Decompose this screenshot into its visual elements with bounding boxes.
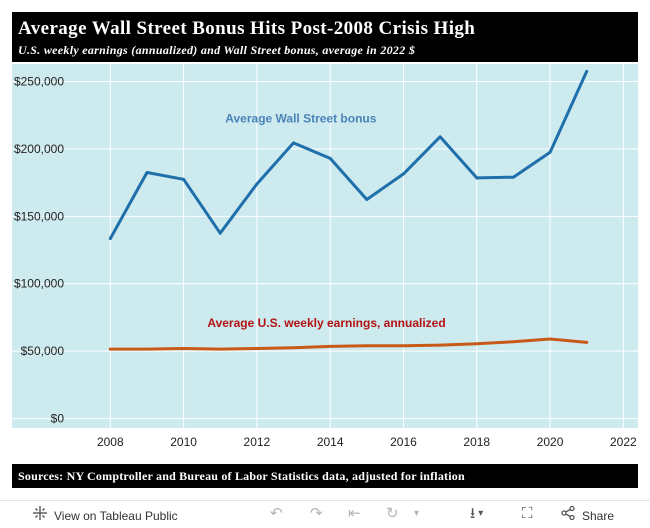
data-point[interactable] [328,345,332,348]
data-point[interactable] [365,198,369,201]
data-point[interactable] [108,237,112,240]
fullscreen-button[interactable]: ⛶ [522,505,533,523]
data-point[interactable] [145,171,149,174]
refresh-button[interactable]: ↻ [386,505,399,523]
data-point[interactable] [512,340,515,344]
series-annotation: Average Wall Street bonus [225,112,376,126]
x-tick-label: 2012 [244,435,271,449]
revert-button[interactable]: ⇤ [348,505,361,523]
undo-button[interactable]: ↶ [270,505,283,523]
download-icon: ⭳ [470,505,476,522]
chart-title: Average Wall Street Bonus Hits Post-2008… [18,18,476,39]
series-annotation: Average U.S. weekly earnings, annualized [207,316,445,330]
fullscreen-icon: ⛶ [522,505,533,522]
revert-icon: ⇤ [348,505,361,522]
data-point[interactable] [218,231,222,235]
data-point[interactable] [585,340,589,344]
x-tick-label: 2010 [170,435,197,449]
download-button[interactable]: ⭳ ▾ [470,505,483,523]
x-tick-label: 2008 [97,435,124,449]
data-point[interactable] [548,337,552,341]
data-point[interactable] [218,347,222,351]
annotations: Average Wall Street bonus Average U.S. we… [207,112,445,330]
data-point[interactable] [255,347,259,350]
y-axis: $0 $50,000 $100,000 $150,000 $200,000 $250,00… [14,75,64,426]
share-label: Share [582,508,615,523]
data-point[interactable] [255,182,259,186]
pause-button[interactable]: ▾ [414,505,419,523]
view-on-tableau-link[interactable]: View on Tableau Public [32,505,178,526]
chart-area: $0 $50,000 $100,000 $150,000 $200,000 $250,00… [0,62,650,460]
series-line-weekly-earnings[interactable] [108,337,589,351]
y-tick-label: $50,000 [21,344,65,358]
x-tick-label: 2020 [537,435,564,449]
x-tick-label: 2016 [390,435,417,449]
view-on-tableau-label: View on Tableau Public [54,508,178,523]
series-line-wall-street-bonus[interactable] [108,69,589,241]
data-point[interactable] [585,70,589,73]
line-chart: $0 $50,000 $100,000 $150,000 $200,000 $250,00… [12,64,638,449]
x-axis: 2008 2010 2012 2014 2016 2018 2020 2022 [97,435,637,449]
share-button[interactable]: Share [560,505,614,526]
source-note: Sources: NY Comptroller and Bureau of La… [18,469,465,483]
chevron-down-icon: ▾ [478,508,484,519]
y-tick-label: $0 [51,412,65,426]
redo-button[interactable]: ↷ [310,505,323,523]
refresh-icon: ↻ [386,505,399,522]
chart-footer: Sources: NY Comptroller and Bureau of La… [12,464,638,488]
data-point[interactable] [475,176,479,180]
data-point[interactable] [292,346,295,350]
share-icon [560,505,576,526]
y-tick-label: $100,000 [14,277,64,291]
data-point[interactable] [402,344,405,348]
y-tick-label: $150,000 [14,209,64,223]
data-point[interactable] [108,347,112,351]
data-point[interactable] [328,156,332,160]
chart-header: Average Wall Street Bonus Hits Post-2008… [12,12,638,62]
data-point[interactable] [145,347,149,351]
data-point[interactable] [292,141,295,145]
data-point[interactable] [365,344,369,348]
series-lines [108,69,589,351]
data-point[interactable] [182,347,186,350]
plot-background [12,64,638,428]
data-point[interactable] [512,175,515,179]
y-tick-label: $250,000 [14,75,64,89]
chart-subtitle: U.S. weekly earnings (annualized) and Wa… [18,43,416,57]
x-tick-label: 2014 [317,435,344,449]
pause-icon: ▾ [414,508,420,519]
gridlines [12,64,638,428]
data-point[interactable] [475,342,479,346]
data-point[interactable] [438,343,442,347]
data-point[interactable] [438,135,442,139]
x-tick-label: 2018 [463,435,490,449]
data-point[interactable] [182,177,186,181]
tableau-toolbar: View on Tableau Public ↶ ↷ ⇤ ↻ ▾ ⭳ ▾ ⛶ Sh… [0,500,650,528]
x-tick-label: 2022 [610,435,637,449]
data-point[interactable] [402,172,405,176]
y-tick-label: $200,000 [14,142,64,156]
tableau-logo-icon [32,505,48,526]
redo-icon: ↷ [310,505,323,522]
data-point[interactable] [548,150,552,154]
undo-icon: ↶ [270,505,283,522]
